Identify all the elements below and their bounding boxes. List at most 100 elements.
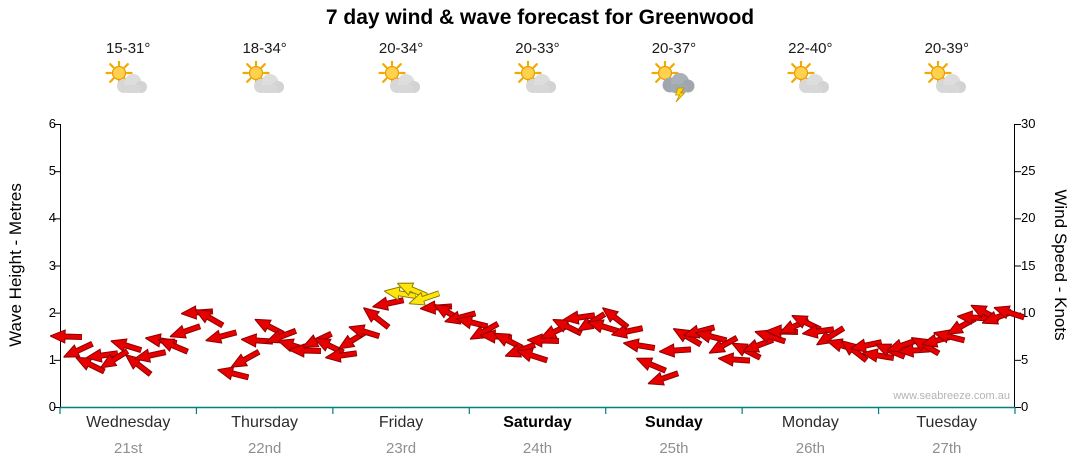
wind-arrow <box>48 328 83 344</box>
wind-arrow <box>407 286 442 311</box>
day-date-label: 26th <box>795 440 825 457</box>
sun-cloud-icon <box>104 59 152 108</box>
wind-arrow <box>418 299 453 316</box>
day-date-label: 24th <box>522 440 553 457</box>
sun-cloud-icon <box>923 59 971 108</box>
day-date-label: 22nd <box>247 440 282 457</box>
lightning-bolt-icon <box>674 87 686 103</box>
wind-arrow <box>108 334 143 358</box>
day-name-label: Wednesday <box>86 414 171 431</box>
wind-arrow <box>586 315 621 339</box>
cloud-icon <box>935 74 966 93</box>
temp-range: 20-37° <box>651 40 697 57</box>
day-date-label: 27th <box>932 440 962 457</box>
wind-arrow <box>705 331 740 360</box>
day-name-label: Monday <box>781 414 839 431</box>
wind-arrow <box>371 293 406 314</box>
wind-arrow <box>610 321 644 342</box>
wind-arrow <box>837 335 871 367</box>
wind-arrow <box>287 342 322 358</box>
day-name-label: Thursday <box>231 414 298 431</box>
right-axis-tick-label: 20 <box>1021 210 1036 226</box>
wind-arrow <box>60 337 95 364</box>
day-name-label: Tuesday <box>916 414 978 431</box>
left-axis-tick-label: 5 <box>48 163 56 179</box>
sun-cloud-icon <box>513 59 561 108</box>
wind-arrow <box>908 331 943 360</box>
cloud-icon <box>253 74 284 93</box>
left-axis-tick-label: 1 <box>48 351 56 367</box>
wind-arrow <box>526 333 561 349</box>
wind-arrow <box>216 363 251 385</box>
wind-arrow <box>598 302 632 334</box>
day-date-label: 23rd <box>386 440 417 457</box>
wind-arrow <box>347 320 382 344</box>
wind-arrow <box>455 311 490 333</box>
wind-arrow <box>263 324 298 349</box>
wind-arrow <box>753 324 788 348</box>
cloud-icon <box>117 74 148 93</box>
wind-arrow <box>204 325 239 348</box>
wind-arrow <box>383 284 417 304</box>
wind-arrow <box>132 344 167 365</box>
temp-range: 20-39° <box>924 40 969 57</box>
wind-arrow <box>848 335 883 356</box>
wind-arrow <box>168 319 203 344</box>
wind-arrow <box>991 301 1026 325</box>
day-header-saturday: 20-33° <box>469 40 605 108</box>
wind-arrow <box>621 336 656 356</box>
sun-cloud-icon <box>241 59 289 108</box>
sun-icon <box>378 59 406 87</box>
cloud-icon <box>390 74 421 93</box>
wind-arrow <box>932 325 967 347</box>
day-date-label: 25th <box>659 440 689 457</box>
wind-arrow <box>800 322 835 341</box>
wind-arrow <box>514 343 549 367</box>
right-axis-tick-label: 15 <box>1021 257 1036 273</box>
wind-arrow <box>192 303 227 332</box>
wind-arrow <box>120 349 154 381</box>
sun-cloud-icon <box>786 59 834 108</box>
day-header-sunday: 20-37° <box>606 40 742 108</box>
temp-range: 20-33° <box>515 40 560 57</box>
day-header-monday: 22-40° <box>742 40 878 108</box>
wind-arrow <box>633 351 668 377</box>
temp-range: 22-40° <box>788 40 833 57</box>
watermark: www.seabreeze.com.au <box>893 390 1010 402</box>
storm-icon <box>650 59 698 108</box>
wind-arrow <box>669 322 704 351</box>
day-header-thursday: 18-34° <box>196 40 332 108</box>
temp-range: 15-31° <box>106 40 151 57</box>
wind-arrow <box>860 345 895 365</box>
wind-arrow <box>562 308 597 327</box>
wind-arrow <box>717 351 752 368</box>
wind-arrow <box>227 346 262 375</box>
left-axis-tick-label: 4 <box>48 210 56 226</box>
wind-arrow <box>693 325 728 347</box>
wind-arrow <box>657 342 692 359</box>
wind-arrow <box>812 321 847 351</box>
day-name-label: Saturday <box>503 414 572 431</box>
chart-title: 7 day wind & wave forecast for Greenwood <box>325 6 755 29</box>
right-axis-tick-label: 25 <box>1021 163 1036 179</box>
day-header-tuesday: 20-39° <box>879 40 1015 108</box>
day-header-wednesday: 15-31° <box>60 40 196 108</box>
left-axis-tick-label: 6 <box>48 116 56 131</box>
day-header-friday: 20-34° <box>333 40 469 108</box>
wind-arrow <box>323 345 358 364</box>
wind-arrow <box>84 345 119 364</box>
sun-cloud-icon <box>377 59 425 108</box>
wind-arrow <box>645 366 680 391</box>
wind-arrow <box>359 302 393 334</box>
wind-arrow <box>156 333 191 359</box>
temp-range: 18-34° <box>242 40 287 57</box>
cloud-icon <box>526 74 557 93</box>
right-axis-tick-label: 0 <box>1021 399 1029 414</box>
day-name-label: Sunday <box>645 414 703 431</box>
right-axis-tick-label: 5 <box>1021 351 1029 367</box>
left-axis-tick-label: 0 <box>48 399 56 414</box>
left-axis-tick-label: 2 <box>48 304 56 320</box>
right-axis-tick-label: 30 <box>1021 116 1036 131</box>
